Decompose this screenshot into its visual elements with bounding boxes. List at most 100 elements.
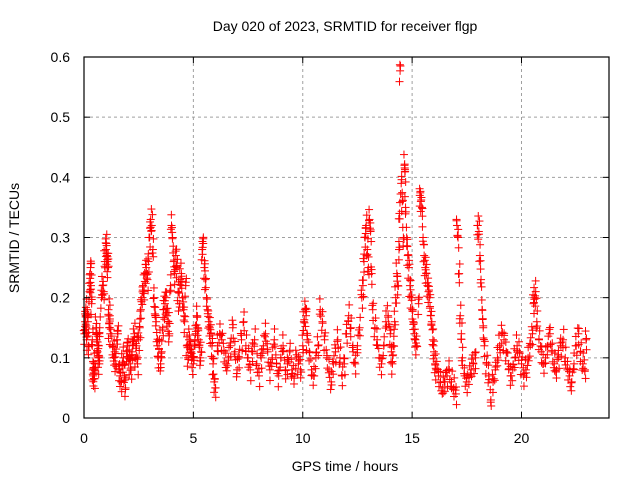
data-point [561,343,570,352]
data-point [112,345,121,354]
data-point [180,328,189,337]
data-point [480,337,489,346]
data-point [303,331,312,340]
data-point [379,351,388,360]
data-point [426,311,435,320]
data-point [372,340,381,349]
data-point [411,350,420,359]
data-point [243,353,252,362]
data-point [311,364,320,373]
data-point [239,317,248,326]
data-point [221,349,230,358]
data-point [486,398,495,407]
data-point [105,314,114,323]
data-point [215,320,224,329]
data-point [140,287,149,296]
data-point [343,339,352,348]
data-point [157,352,166,361]
data-point [259,344,268,353]
y-tick-label: 0.4 [51,169,71,185]
data-point [287,355,296,364]
x-axis: 0 5 10 15 20 [80,57,529,446]
data-point [105,318,114,327]
data-point [533,322,542,331]
data-point [366,225,375,234]
data-point [176,259,185,268]
data-point [146,223,155,232]
data-point [138,300,147,309]
data-point [358,304,367,313]
data-point [98,291,107,300]
data-point [558,338,567,347]
data-point [461,382,470,391]
data-point [263,345,272,354]
data-point [87,310,96,319]
data-point [172,273,181,282]
data-point [127,350,136,359]
data-point [488,388,497,397]
data-point [260,332,269,341]
data-point [201,274,210,283]
data-point [99,277,108,286]
data-point [395,77,404,86]
data-point [86,288,95,297]
data-point [524,343,533,352]
data-point [156,366,165,375]
data-point [158,326,167,335]
data-point [531,287,540,296]
data-point [257,364,266,373]
data-point [321,328,330,337]
data-point [170,256,179,265]
data-point [267,362,276,371]
data-point [149,294,158,303]
data-point [283,353,292,362]
data-point [189,359,198,368]
data-point [390,325,399,334]
data-point [146,217,155,226]
data-point [149,234,158,243]
data-point [183,362,192,371]
data-point [302,307,311,316]
data-point [403,235,412,244]
data-point [121,385,130,394]
data-point [145,233,154,242]
data-point [484,378,493,387]
data-point [141,279,150,288]
data-point [377,359,386,368]
data-point [175,299,184,308]
data-point [399,150,408,159]
data-point [300,315,309,324]
data-point [417,193,426,202]
data-point [97,272,106,281]
x-axis-label: GPS time / hours [292,458,399,474]
data-point [147,226,156,235]
data-point [210,374,219,383]
data-point [84,328,93,337]
data-point [265,376,274,385]
data-point [302,329,311,338]
data-point [354,331,363,340]
data-point [506,381,515,390]
data-point [347,314,356,323]
data-point [323,351,332,360]
data-point [298,341,307,350]
data-point [177,277,186,286]
data-point [200,263,209,272]
data-point [534,334,543,343]
data-point [265,365,274,374]
data-point [93,347,102,356]
data-point [574,329,583,338]
data-point [429,324,438,333]
x-tick-label: 5 [189,430,197,446]
data-point [561,360,570,369]
data-point [478,315,487,324]
data-point [181,278,190,287]
data-point [278,330,287,339]
data-point [475,230,484,239]
data-point [316,312,325,321]
data-point [572,351,581,360]
data-point [95,329,104,338]
data-point [235,363,244,372]
data-point [356,313,365,322]
data-point [120,361,129,370]
